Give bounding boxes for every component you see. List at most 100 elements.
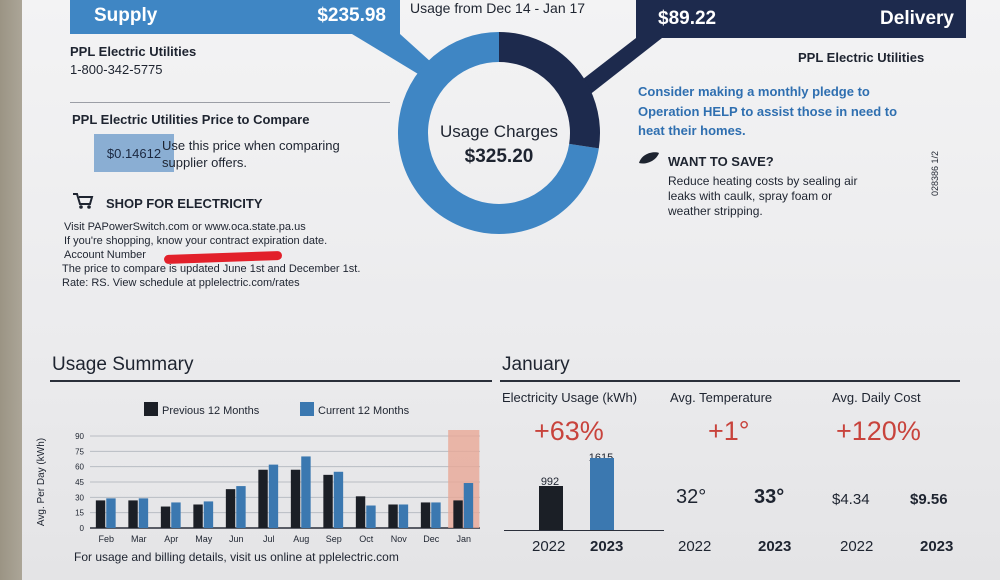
bar-may-current [203, 501, 214, 528]
usage-2022-value: 992 [540, 476, 560, 488]
temp-2022: 32° [676, 486, 707, 508]
delivery-provider: PPL Electric Utilities [798, 50, 925, 65]
shop-line3: Account Number [64, 249, 146, 261]
supply-connector [352, 34, 442, 80]
donut-amount: $325.20 [464, 146, 534, 167]
bar-sep-current [333, 471, 344, 528]
supply-phone: 1-800-342-5775 [70, 62, 163, 77]
donut-chart [352, 31, 662, 234]
year-label-2022-temp: 2022 [678, 538, 712, 555]
bar-jul-previous [258, 469, 268, 528]
year-label-2023-cost: 2023 [920, 538, 954, 555]
pledge-line1: Consider making a monthly pledge to [638, 84, 870, 99]
january-rule [500, 380, 960, 382]
price-compare-title: PPL Electric Utilities Price to Compare [72, 112, 310, 127]
usage-summary-title: Usage Summary [52, 354, 194, 375]
bar-nov-current [398, 504, 409, 528]
bar-aug-previous [290, 469, 301, 528]
x-tick-label: Aug [293, 534, 309, 544]
bar-feb-previous [95, 500, 106, 528]
donut-label: Usage Charges [439, 122, 559, 141]
save-title: WANT TO SAVE? [668, 154, 774, 169]
save-line3: weather stripping. [668, 204, 763, 218]
x-tick-label: Jun [229, 534, 244, 544]
bar-dec-previous [420, 502, 431, 528]
supply-amount: $235.98 [317, 5, 386, 26]
bar-mar-current [138, 498, 149, 528]
form-code: 028386 1/2 [930, 150, 940, 196]
save-line1: Reduce heating costs by sealing air [668, 174, 858, 188]
price-compare-line2: supplier offers. [162, 155, 248, 170]
bar-may-previous [193, 504, 203, 528]
delivery-connector [574, 38, 662, 96]
x-tick-label: Oct [359, 534, 374, 544]
cost-2022: $4.34 [832, 491, 870, 508]
usage-2022-bar [539, 485, 563, 530]
pledge-line2: Operation HELP to assist those in need t… [638, 104, 898, 119]
bar-dec-current [431, 502, 441, 528]
y-tick-label: 90 [75, 432, 84, 441]
bar-feb-current [106, 498, 116, 528]
shop-line5: Rate: RS. View schedule at pplelectric.c… [62, 277, 300, 289]
cost-change: +120% [836, 416, 921, 446]
y-tick-label: 75 [75, 447, 84, 456]
bar-jun-previous [225, 489, 236, 528]
delivery-label: Delivery [880, 8, 954, 29]
usage-bar-chart: Previous 12 Months Current 12 Months Avg. … [36, 402, 480, 544]
bar-jan-previous [453, 500, 463, 528]
donut-delivery-arc [398, 32, 600, 234]
x-tick-label: Jan [456, 534, 471, 544]
cart-icon [73, 193, 94, 209]
price-compare-line1: Use this price when comparing [162, 138, 340, 153]
y-tick-label: 45 [75, 478, 84, 487]
year-label-2022-cost: 2022 [840, 538, 874, 555]
bill-page: Supply $235.98 PPL Electric Utilities 1-… [22, 0, 1000, 580]
delivery-amount: $89.22 [658, 8, 717, 29]
cost-2023: $9.56 [910, 491, 948, 508]
january-title: January [502, 354, 570, 375]
pledge-line3: heat their homes. [638, 123, 746, 138]
save-line2: leaks with caulk, spray foam or [668, 189, 833, 203]
bar-apr-current [171, 502, 181, 528]
year-label-2023-usage: 2023 [590, 538, 624, 555]
x-tick-label: Nov [391, 534, 408, 544]
supply-provider: PPL Electric Utilities [70, 44, 197, 59]
temp-2023: 33° [754, 486, 785, 508]
x-tick-label: Jul [263, 534, 275, 544]
bar-oct-current [366, 505, 376, 528]
y-tick-label: 60 [75, 463, 84, 472]
usage-kwh-label: Electricity Usage (kWh) [502, 390, 638, 405]
bar-nov-previous [388, 504, 398, 528]
divider [70, 102, 390, 103]
usage-period: Usage from Dec 14 - Jan 17 [410, 0, 586, 16]
usage-2023-bar [590, 458, 614, 530]
legend-swatch [144, 402, 158, 416]
bar-jun-current [236, 486, 246, 528]
x-tick-label: May [195, 534, 213, 544]
y-axis-label: Avg. Per Day (kWh) [36, 438, 47, 526]
bar-mar-previous [128, 500, 138, 528]
bar-jul-current [268, 464, 279, 528]
y-tick-label: 30 [75, 493, 84, 502]
usage-change: +63% [534, 416, 604, 446]
y-tick-label: 0 [80, 524, 85, 533]
year-label-2023-temp: 2023 [758, 538, 792, 555]
x-tick-label: Dec [423, 534, 440, 544]
shop-line4: The price to compare is updated June 1st… [62, 263, 361, 275]
price-compare-value: $0.14612 [94, 134, 174, 172]
x-tick-label: Feb [98, 534, 114, 544]
shop-line1: Visit PAPowerSwitch.com or www.oca.state… [64, 221, 306, 233]
usage-summary-footer: For usage and billing details, visit us … [74, 550, 399, 564]
legend-label: Previous 12 Months [162, 405, 260, 417]
supply-label: Supply [94, 5, 158, 26]
year-label-2022-usage: 2022 [532, 538, 566, 555]
supply-banner: Supply $235.98 [70, 0, 400, 34]
x-tick-label: Sep [326, 534, 342, 544]
temp-change: +1° [708, 416, 750, 446]
cost-label: Avg. Daily Cost [832, 390, 921, 405]
bar-apr-previous [160, 506, 171, 528]
y-tick-label: 15 [75, 509, 84, 518]
temp-label: Avg. Temperature [670, 390, 773, 405]
shop-line2: If you're shopping, know your contract e… [64, 235, 328, 247]
bar-aug-current [301, 456, 311, 528]
